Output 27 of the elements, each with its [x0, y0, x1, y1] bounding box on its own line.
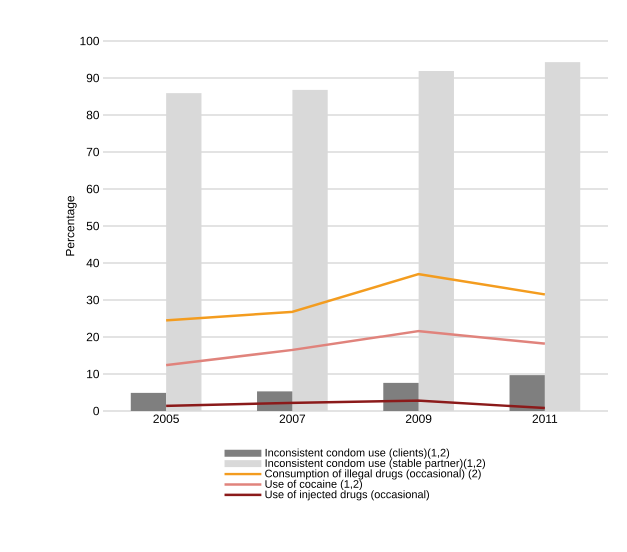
legend-label: Use of injected drugs (occasional) [265, 490, 429, 500]
y-axis-title: Percentage [66, 196, 77, 256]
y-tick-label: 60 [86, 184, 100, 194]
y-tick-label: 20 [86, 332, 100, 342]
y-tick-label: 10 [87, 370, 100, 378]
line-series [164, 272, 546, 322]
legend-label: Use of cocaine (1,2) [265, 480, 362, 490]
bar [383, 382, 419, 411]
bar [130, 392, 166, 411]
y-tick-label: 100 [80, 36, 100, 46]
legend-label: Consumption of illegal drugs (occasional) (2) [265, 469, 481, 480]
y-tick-label: 80 [86, 110, 100, 120]
x-tick-label: 2005 [153, 414, 179, 423]
x-tick-label: 2009 [406, 414, 432, 423]
legend-label: Inconsistent condom use (stable partner)(1,2) [266, 458, 486, 470]
bar [510, 375, 545, 411]
x-tick-label: 2011 [532, 414, 558, 423]
y-tick-label: 30 [86, 296, 100, 304]
y-tick-label: 40 [86, 258, 100, 268]
y-tick-label: 50 [86, 222, 100, 230]
line-series [164, 330, 546, 366]
legend-label: Inconsistent condom use (clients)(1,2) [266, 448, 450, 459]
y-tick-label: 0 [93, 406, 100, 416]
line-series [164, 399, 546, 410]
y-tick-label: 90 [86, 74, 100, 82]
x-tick-label: 2007 [280, 414, 306, 423]
y-tick-label: 70 [86, 148, 100, 156]
